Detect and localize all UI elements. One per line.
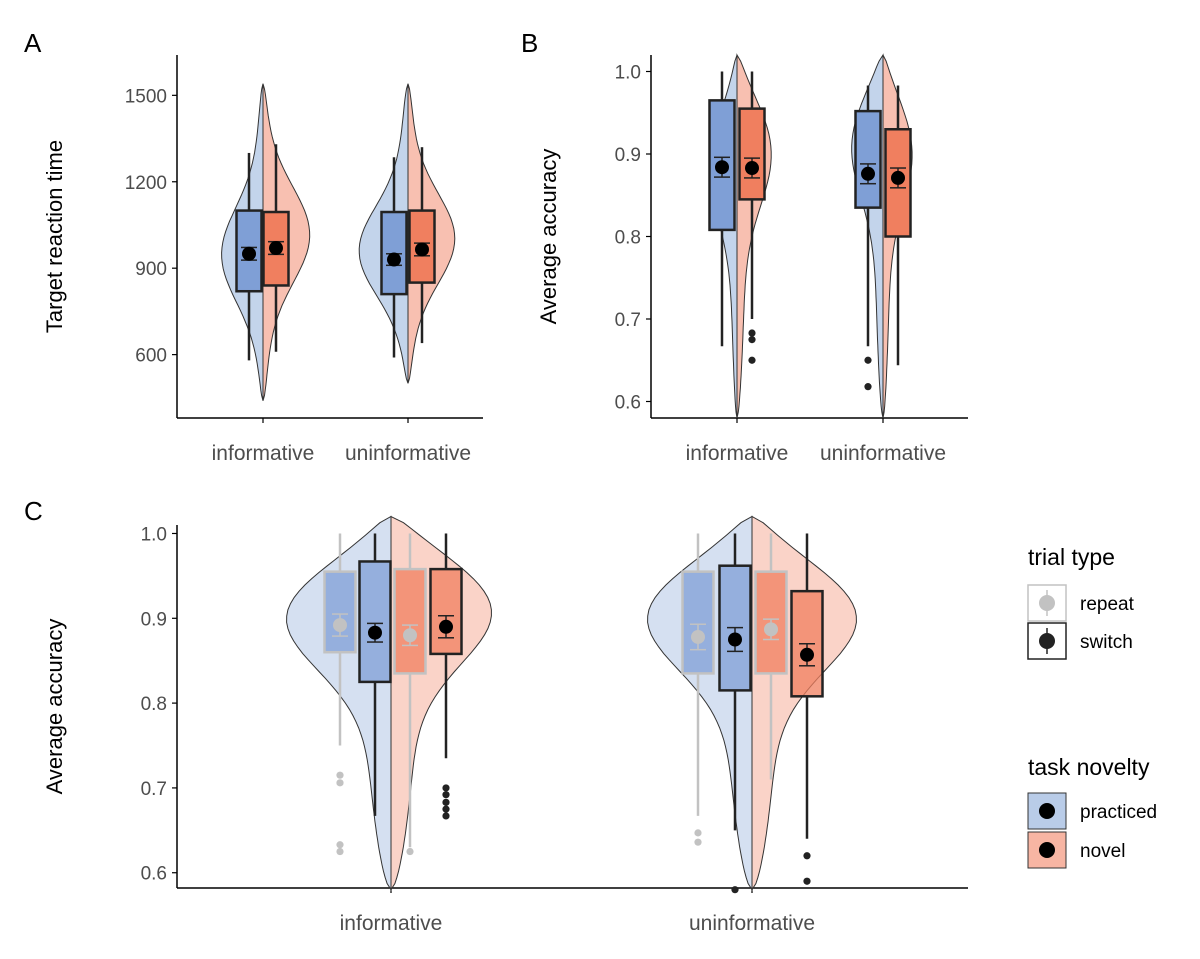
mean-point <box>691 629 705 644</box>
y-axis-title: Average accuracy <box>42 619 67 795</box>
legend-key-novel <box>1027 831 1067 869</box>
outlier-point <box>694 838 702 846</box>
box-informative-practiced <box>235 209 263 293</box>
mean-point <box>403 628 417 643</box>
legend-key-repeat-dot <box>1039 595 1055 611</box>
outlier-point <box>803 877 811 885</box>
outlier-point <box>442 798 450 806</box>
panel-label-c: C <box>24 496 43 526</box>
box-informative-novel <box>738 107 766 201</box>
box-informative-novel-switch <box>429 567 463 656</box>
mean-point <box>415 242 429 257</box>
panel-a-chart: 600 900 1200 1500 Target reaction time inform… <box>42 55 483 465</box>
outlier-point <box>748 356 756 364</box>
x-tick-label: uninformative <box>820 442 946 465</box>
outlier-point <box>336 771 344 779</box>
outlier-point <box>336 841 344 849</box>
legend-label-novel: novel <box>1080 841 1125 862</box>
mean-point <box>891 170 905 185</box>
y-tick-label: 0.7 <box>141 779 167 800</box>
x-tick-label: informative <box>686 442 789 465</box>
y-tick-label: 1.0 <box>141 524 167 545</box>
legend-task-novelty: task novelty practiced novel <box>1027 754 1157 869</box>
outlier-point <box>336 847 344 856</box>
y-tick-label: 1200 <box>125 173 167 194</box>
mean-point <box>861 166 875 181</box>
mean-point <box>728 632 742 647</box>
box-uninformative-practiced-repeat <box>681 570 715 675</box>
outlier-point <box>864 383 872 391</box>
legend-task-novelty-title: task novelty <box>1028 754 1150 780</box>
y-tick-label: 600 <box>135 346 167 367</box>
box-uninformative-practiced <box>854 109 882 209</box>
y-tick-label: 0.6 <box>141 864 167 885</box>
outlier-point <box>731 886 739 894</box>
outlier-point <box>442 805 450 813</box>
outlier-point <box>442 812 450 820</box>
panel-label-a: A <box>24 28 42 58</box>
panel-c-chart: 0.6 0.7 0.8 0.9 1.0 Average accuracy informati… <box>42 515 968 935</box>
outlier-point <box>694 829 702 837</box>
legend-label-switch: switch <box>1080 632 1133 653</box>
outlier-point <box>864 356 872 364</box>
outlier-point <box>748 336 756 344</box>
panel-label-b: B <box>521 28 538 58</box>
y-tick-label: 0.9 <box>141 609 167 630</box>
mean-point <box>800 647 814 662</box>
mean-point <box>387 252 401 267</box>
y-tick-label: 0.9 <box>615 145 641 166</box>
mean-point <box>764 622 778 637</box>
outlier-point <box>442 791 450 799</box>
mean-point <box>269 241 283 256</box>
y-axis-title: Target reaction time <box>42 140 67 333</box>
box-informative-practiced-switch <box>358 560 392 684</box>
legend-label-practiced: practiced <box>1080 802 1157 823</box>
outlier-point <box>406 847 414 856</box>
outlier-point <box>442 784 450 792</box>
y-tick-label: 0.6 <box>615 393 641 414</box>
y-axis-title: Average accuracy <box>536 149 561 325</box>
y-tick-label: 1500 <box>125 86 167 107</box>
x-tick-label: uninformative <box>689 912 815 935</box>
x-tick-label: informative <box>340 912 443 935</box>
legend-label-repeat: repeat <box>1080 594 1135 615</box>
legend-trial-type: trial type repeat switch <box>1027 544 1135 660</box>
x-tick-label: uninformative <box>345 442 471 465</box>
mean-point <box>242 246 256 261</box>
y-tick-label: 0.8 <box>141 694 167 715</box>
x-tick-label: informative <box>212 442 315 465</box>
legend-key-switch-dot <box>1039 633 1055 649</box>
mean-point <box>368 625 382 640</box>
mean-point <box>439 619 453 634</box>
box-informative-practiced-repeat <box>323 570 357 654</box>
legend-key-practiced-dot <box>1039 803 1055 819</box>
mean-point <box>715 160 729 175</box>
legend-key-novel-dot <box>1039 842 1055 858</box>
y-tick-label: 900 <box>135 259 167 280</box>
box-informative-novel-repeat <box>393 567 427 675</box>
outlier-point <box>336 779 344 787</box>
outlier-point <box>748 329 756 337</box>
mean-point <box>333 618 347 633</box>
legend-trial-type-title: trial type <box>1028 544 1115 570</box>
mean-point <box>745 161 759 176</box>
y-tick-label: 0.7 <box>615 310 641 331</box>
y-tick-label: 0.8 <box>615 228 641 249</box>
panel-b-chart: 0.6 0.7 0.8 0.9 1.0 Average accuracy informati… <box>536 53 968 465</box>
y-tick-label: 1.0 <box>615 63 641 84</box>
legend-key-practiced <box>1027 792 1067 830</box>
outlier-point <box>803 852 811 860</box>
